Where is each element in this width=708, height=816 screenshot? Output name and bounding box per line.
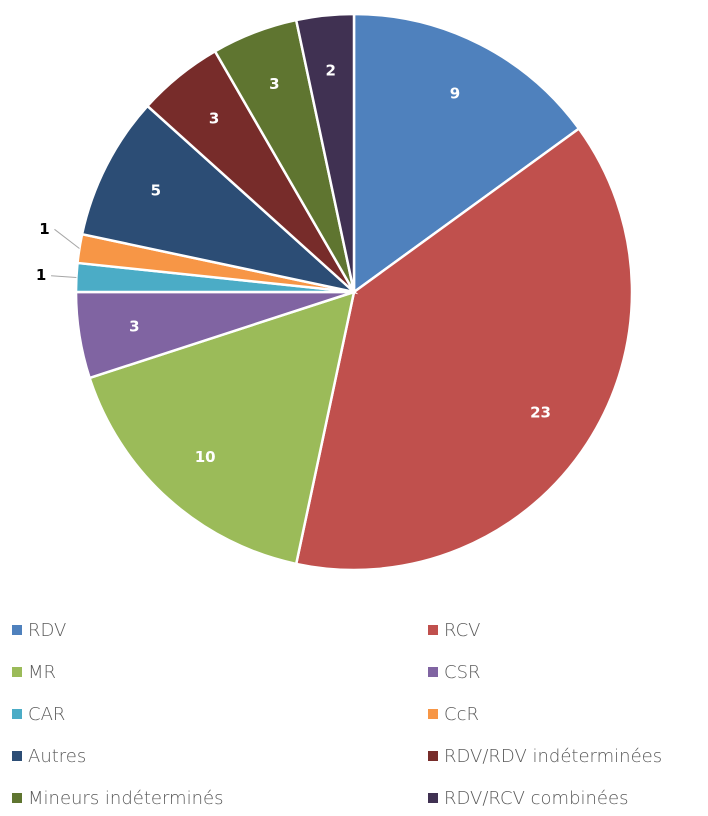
pie-slice: [88, 290, 356, 566]
legend-label: Mineurs indéterminés: [28, 788, 223, 809]
legend-swatch: [12, 667, 22, 677]
data-label: 23: [530, 404, 551, 422]
legend-label: RDV/RDV indéterminées: [444, 746, 662, 767]
data-label: 1: [39, 220, 49, 238]
legend-swatch: [12, 709, 22, 719]
data-label: 10: [195, 448, 216, 466]
legend-swatch: [428, 625, 438, 635]
pie-slice: [294, 126, 634, 572]
legend-swatch: [12, 625, 22, 635]
data-label: 1: [36, 266, 46, 284]
leader-line: [54, 228, 80, 249]
legend-swatch: [12, 751, 22, 761]
pie-slice: [352, 12, 581, 295]
legend-label: Autres: [28, 746, 86, 767]
legend-swatch: [12, 793, 22, 803]
data-label: 9: [450, 84, 460, 102]
pie-slice: [80, 104, 359, 295]
legend-label: CcR: [444, 704, 479, 725]
legend-label: RDV/RCV combinées: [444, 788, 628, 809]
data-label: 3: [269, 75, 279, 93]
pie-slice: [294, 12, 356, 293]
legend-label: MR: [28, 662, 56, 683]
legend-swatch: [428, 793, 438, 803]
data-label: 5: [151, 182, 161, 200]
legend-label: CAR: [28, 704, 65, 725]
data-label: 3: [129, 317, 139, 335]
data-label: 2: [326, 61, 336, 79]
leader-line: [51, 275, 77, 278]
legend-label: RCV: [444, 620, 481, 641]
legend-label: CSR: [444, 662, 481, 683]
legend-label: RDV: [28, 620, 66, 641]
data-label: 3: [209, 110, 219, 128]
legend-swatch: [428, 751, 438, 761]
legend-swatch: [428, 709, 438, 719]
legend-swatch: [428, 667, 438, 677]
